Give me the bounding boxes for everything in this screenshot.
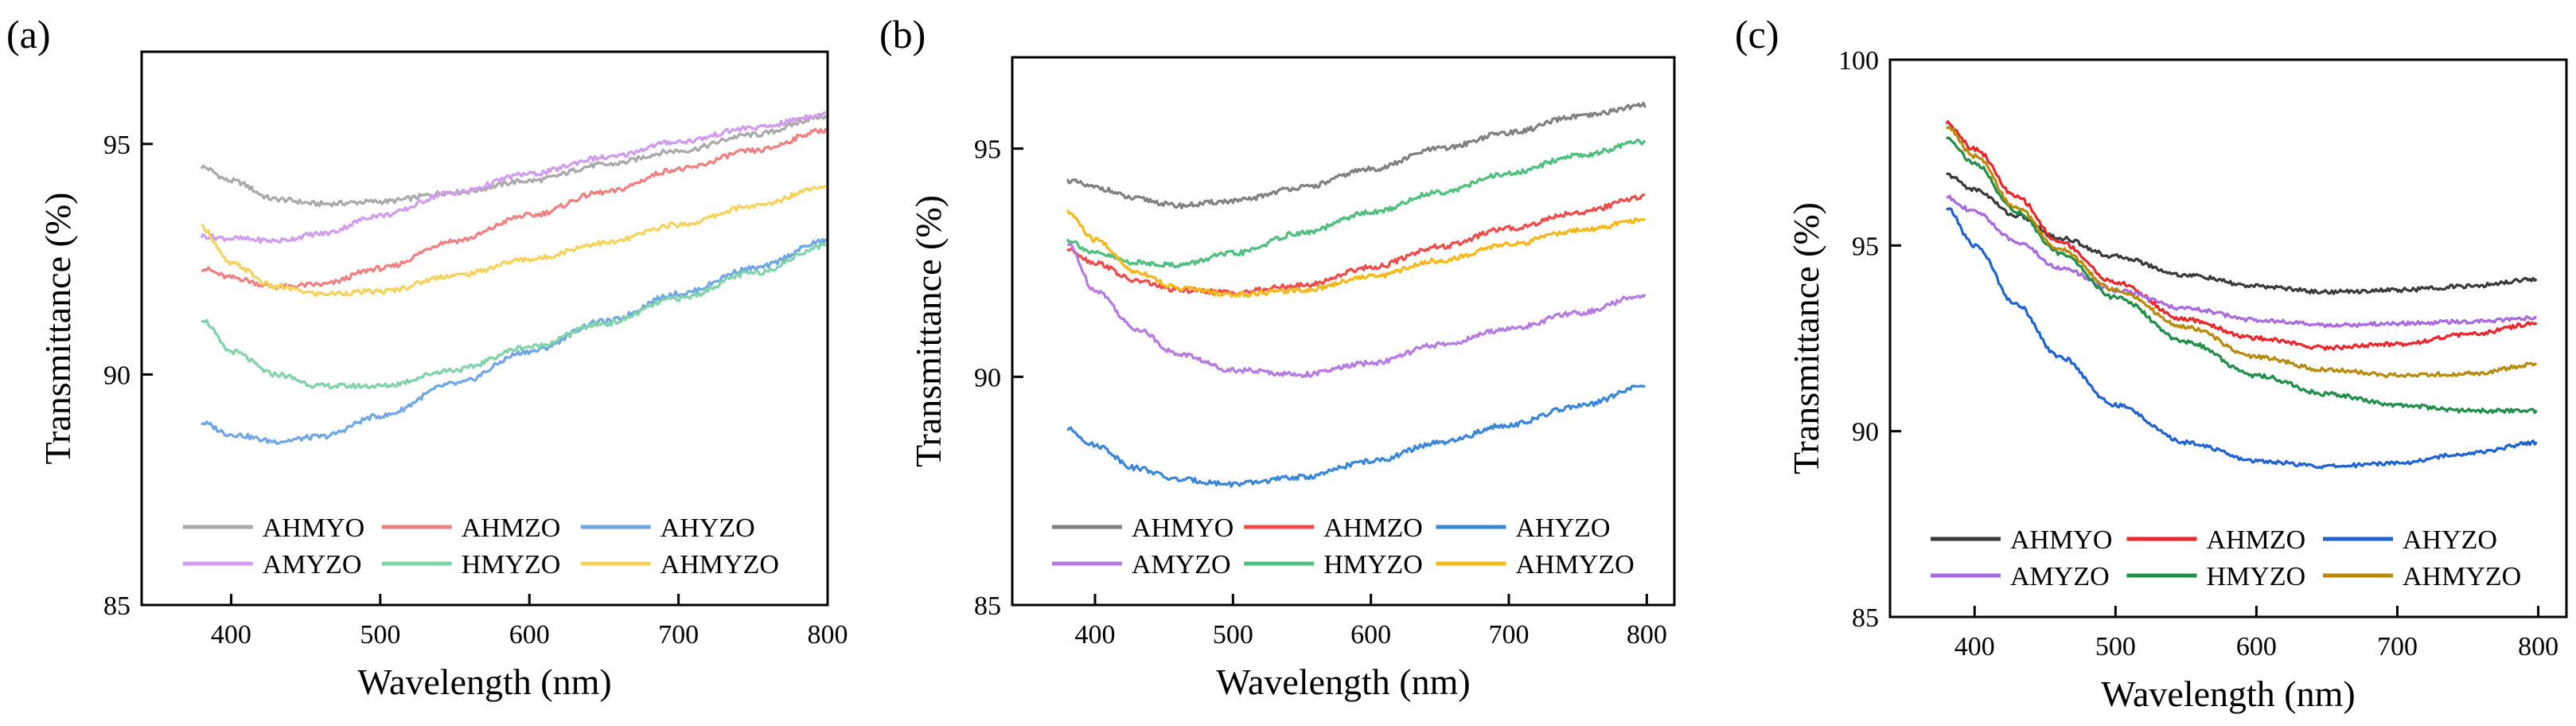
y-tick-label: 85: [103, 591, 131, 621]
plot-frame: [140, 50, 829, 607]
panel-label: (b): [879, 12, 926, 57]
legend-label-amyzo: AMYZO: [1132, 550, 1231, 580]
series-line-amyzo: [1946, 194, 2537, 329]
legend-label-ahmyzo: AHMYZO: [1515, 550, 1634, 580]
series-line-ahyzo: [1946, 207, 2538, 470]
panel-label: (a): [6, 12, 51, 57]
legend-label-amyzo: AMYZO: [263, 550, 362, 580]
legend-label-amyzo: AMYZO: [2010, 562, 2110, 591]
x-tick-label: 700: [1489, 620, 1530, 650]
legend-label-ahmyzo: AHMYZO: [2403, 562, 2521, 591]
x-tick-label: 400: [1075, 620, 1116, 650]
series-line-amyzo: [1067, 243, 1647, 378]
x-tick-label: 500: [1213, 620, 1253, 650]
x-tick-label: 800: [2518, 632, 2558, 662]
y-tick-label: 95: [974, 135, 1001, 165]
series-line-ahmzo: [1945, 120, 2538, 351]
legend-label-ahyzo: AHYZO: [661, 513, 755, 543]
y-tick-label: 90: [1852, 418, 1879, 447]
y-tick-label: 90: [103, 361, 131, 390]
x-tick-label: 400: [1954, 632, 1995, 662]
series-line-ahmzo: [201, 127, 828, 291]
legend-label-hmyzo: HMYZO: [1323, 550, 1423, 580]
x-tick-label: 800: [1627, 620, 1667, 650]
x-tick-label: 500: [2095, 632, 2136, 662]
y-axis-title: Transmittance (%): [37, 193, 78, 465]
legend-label-ahmzo: AHMZO: [2207, 525, 2306, 555]
x-tick-label: 700: [2377, 632, 2418, 662]
chart-panel-1: (b) 400 500 600 700 800 85 90 95 Wavelength (nm) T…: [879, 12, 1676, 702]
legend-label-ahmyo: AHMYO: [2010, 525, 2112, 555]
plot-frame: [1011, 56, 1676, 607]
y-axis-title: Transmittance (%): [1786, 202, 1826, 474]
y-axis-title: Transmittance (%): [908, 195, 949, 467]
series-line-hmyzo: [1066, 139, 1647, 269]
panel-label: (c): [1735, 12, 1779, 57]
legend-label-ahmyzo: AHMYZO: [661, 550, 779, 580]
x-tick-label: 600: [2236, 632, 2277, 662]
legend-label-hmyzo: HMYZO: [462, 550, 561, 580]
x-tick-label: 700: [658, 620, 699, 650]
y-tick-label: 95: [1852, 232, 1879, 261]
series-line-ahmyo: [200, 113, 828, 208]
x-tick-label: 800: [808, 620, 848, 650]
x-tick-label: 400: [211, 620, 251, 650]
y-tick-label: 85: [974, 591, 1001, 621]
y-tick-label: 100: [1838, 46, 1879, 76]
y-tick-label: 85: [1852, 603, 1879, 633]
x-tick-label: 600: [1350, 620, 1391, 650]
plot-frame: [1888, 58, 2568, 619]
legend-label-ahyzo: AHYZO: [2403, 525, 2497, 555]
series-line-ahmyzo: [201, 184, 827, 297]
x-axis-title: Wavelength (nm): [1216, 662, 1470, 702]
legend-label-ahyzo: AHYZO: [1515, 513, 1610, 543]
x-axis-title: Wavelength (nm): [357, 662, 611, 702]
legend-label-ahmzo: AHMZO: [1323, 513, 1423, 543]
series-line-ahmyo: [1946, 172, 2538, 295]
series-line-ahmyo: [1066, 101, 1647, 209]
series-line-amyzo: [200, 111, 827, 244]
series-line-ahmzo: [1066, 193, 1646, 296]
x-tick-label: 600: [509, 620, 550, 650]
series-line-hmyzo: [1946, 136, 2538, 415]
x-axis-title: Wavelength (nm): [2101, 673, 2355, 714]
series-line-hmyzo: [201, 242, 827, 390]
legend-label-ahmyo: AHMYO: [263, 513, 364, 543]
chart-panel-2: (c) 400 500 600 700 800 85 90 95 100 Wavelength (n…: [1735, 12, 2568, 714]
series-line-ahyzo: [1066, 384, 1646, 488]
legend-label-hmyzo: HMYZO: [2207, 562, 2306, 591]
legend-label-ahmzo: AHMZO: [462, 513, 561, 543]
y-tick-label: 95: [103, 131, 131, 160]
x-tick-label: 500: [360, 620, 400, 650]
series-line-ahmyzo: [1946, 126, 2537, 379]
series-line-ahyzo: [201, 238, 828, 445]
chart-panel-0: (a) 400 500 600 700 800 85 90 95 Wavelength (nm) T…: [6, 12, 848, 702]
y-tick-label: 90: [974, 363, 1001, 392]
series-line-ahmyzo: [1066, 209, 1646, 298]
legend-label-ahmyo: AHMYO: [1132, 513, 1233, 543]
